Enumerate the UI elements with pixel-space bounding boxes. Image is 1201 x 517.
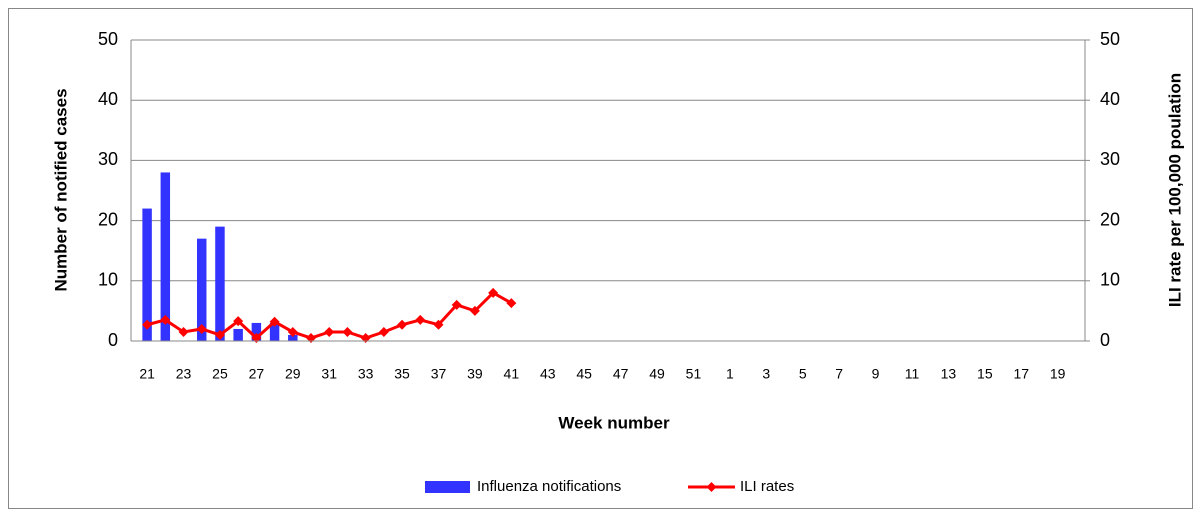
bar: [215, 226, 225, 341]
y-tick-label: 10: [98, 270, 118, 290]
y-tick-label: 40: [98, 89, 118, 109]
bar: [197, 238, 207, 341]
line-marker: [306, 332, 317, 343]
x-tick-label: 15: [977, 366, 993, 382]
x-tick-label: 45: [576, 366, 592, 382]
x-tick-label: 19: [1050, 366, 1066, 382]
y-tick-label: 0: [108, 330, 118, 350]
x-tick-label: 49: [649, 366, 665, 382]
legend-label: ILI rates: [740, 478, 794, 495]
legend-label: Influenza notifications: [477, 478, 621, 495]
x-tick-label: 31: [321, 366, 337, 382]
line-marker: [469, 305, 480, 316]
x-tick-label: 37: [431, 366, 447, 382]
x-tick-label: 1: [726, 366, 734, 382]
bar: [288, 334, 298, 341]
line-marker: [251, 332, 262, 343]
line-marker: [488, 287, 499, 298]
y2-tick-label: 20: [1100, 209, 1120, 229]
x-tick-label: 33: [358, 366, 374, 382]
line-marker: [196, 323, 207, 334]
x-tick-label: 13: [941, 366, 957, 382]
x-tick-label: 7: [835, 366, 843, 382]
line-marker: [178, 326, 189, 337]
x-tick-label: 39: [467, 366, 483, 382]
line-marker: [378, 326, 389, 337]
line-marker: [160, 314, 171, 325]
bar: [233, 328, 243, 341]
x-tick-label: 35: [394, 366, 410, 382]
line-marker: [360, 332, 371, 343]
x-tick-label: 43: [540, 366, 556, 382]
line-marker: [287, 326, 298, 337]
line-marker: [324, 326, 335, 337]
x-axis-title: Week number: [558, 413, 670, 432]
y2-tick-label: 10: [1100, 270, 1120, 290]
bar: [142, 208, 152, 341]
x-tick-label: 21: [139, 366, 155, 382]
legend-marker: [706, 482, 717, 492]
x-tick-label: 23: [176, 366, 192, 382]
y-axis-title: Number of notified cases: [51, 88, 70, 291]
y2-tick-label: 40: [1100, 89, 1120, 109]
line-marker: [433, 319, 444, 330]
line-marker: [397, 319, 408, 330]
line-marker: [415, 314, 426, 325]
chart-frame: [8, 8, 1193, 509]
x-tick-label: 5: [799, 366, 807, 382]
x-tick-label: 11: [905, 366, 920, 382]
y2-tick-label: 30: [1100, 149, 1120, 169]
line-marker: [342, 326, 353, 337]
y-tick-label: 50: [98, 29, 118, 49]
line-marker: [451, 299, 462, 310]
bar: [269, 322, 280, 341]
x-tick-label: 9: [872, 366, 880, 382]
line-marker: [214, 329, 225, 340]
y-tick-label: 20: [98, 209, 118, 229]
line-marker: [233, 316, 244, 327]
line-marker: [269, 316, 280, 327]
bar: [160, 172, 171, 341]
x-tick-label: 25: [212, 366, 228, 382]
x-tick-label: 17: [1013, 366, 1029, 382]
line-marker: [142, 319, 153, 330]
y-tick-label: 30: [98, 149, 118, 169]
y2-tick-label: 0: [1100, 330, 1110, 350]
x-tick-label: 27: [249, 366, 265, 382]
x-tick-label: 47: [613, 366, 629, 382]
y2-tick-label: 50: [1100, 29, 1120, 49]
bar: [251, 322, 262, 341]
x-tick-label: 41: [504, 366, 520, 382]
x-tick-label: 29: [285, 366, 301, 382]
x-tick-label: 51: [686, 366, 702, 382]
y2-axis-title: ILI rate per 100,000 poulation: [1165, 73, 1184, 307]
x-tick-label: 3: [762, 366, 770, 382]
legend-swatch: [425, 481, 470, 493]
line-marker: [506, 298, 517, 309]
